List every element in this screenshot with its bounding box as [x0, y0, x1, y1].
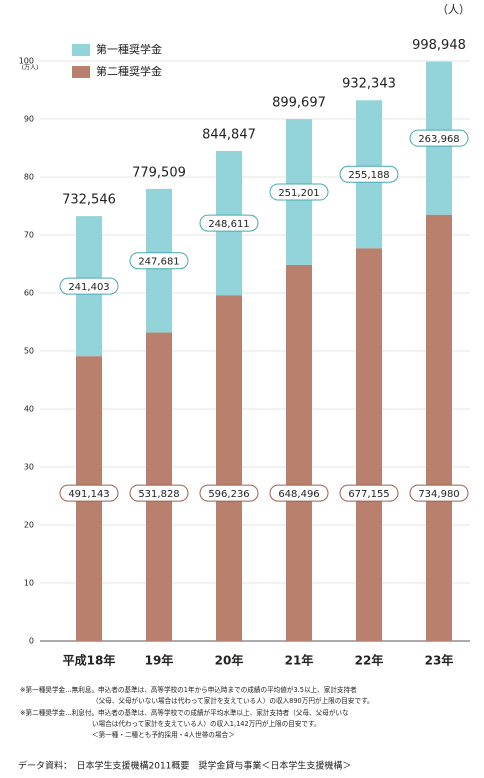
- y-unit-label: (万人): [22, 65, 39, 72]
- note: い場合は代わって家計を支えている人）の収入1,142万円が上限の目安です。: [92, 719, 321, 728]
- data-label: 251,201: [278, 188, 319, 199]
- y-tick-label: 60: [24, 289, 34, 298]
- y-tick-label: 50: [24, 347, 34, 356]
- x-tick-label: 平成18年: [63, 653, 116, 668]
- data-label: 734,980: [418, 489, 459, 500]
- source: データ資料： 日本学生支援機構2011概要 奨学金貸与事業＜日本学生支援機構＞: [18, 760, 351, 772]
- bar-segment: [356, 248, 382, 641]
- data-label-box: [129, 252, 189, 270]
- data-label-box: [409, 484, 469, 502]
- data-label: 248,611: [208, 219, 249, 230]
- data-label-box: [339, 165, 399, 183]
- unit-label: （人）: [437, 3, 470, 16]
- data-label: 241,403: [68, 282, 109, 293]
- data-label-box: [199, 214, 259, 232]
- note: （父母、父母がいない場合は代わって家計を支えている人）の収入890万円が上限の目…: [92, 696, 374, 705]
- data-label: 677,155: [348, 489, 389, 500]
- x-tick-label: 19年: [145, 653, 174, 668]
- bar-segment: [426, 214, 452, 641]
- total-label: 732,546: [62, 193, 116, 208]
- y-tick-label: 100: [19, 57, 34, 66]
- legend-label: 第二種奨学金: [96, 64, 162, 78]
- data-label: 648,496: [278, 489, 319, 500]
- total-label: 899,697: [272, 96, 326, 111]
- data-label-box: [269, 183, 329, 201]
- y-tick-label: 30: [24, 463, 34, 472]
- total-label: 844,847: [202, 127, 256, 142]
- bar-segment: [286, 264, 312, 641]
- y-tick-label: 20: [24, 521, 34, 530]
- note: ※第二種奨学金…利息付。申込者の基準は、高等学校での成績が平均水準以上、家計支持…: [20, 708, 349, 717]
- data-label-box: [269, 484, 329, 502]
- data-label-box: [339, 484, 399, 502]
- y-tick-label: 10: [24, 579, 34, 588]
- data-label-box: [129, 484, 189, 502]
- bar-segment: [216, 295, 242, 641]
- y-tick-label: 40: [24, 405, 34, 414]
- data-label-box: [199, 484, 259, 502]
- x-tick-label: 23年: [425, 653, 454, 668]
- data-label: 491,143: [68, 489, 109, 500]
- total-label: 779,509: [132, 165, 186, 180]
- data-label: 263,968: [418, 134, 459, 145]
- data-label-box: [409, 129, 469, 147]
- data-label: 247,681: [138, 257, 179, 268]
- total-label: 998,948: [412, 38, 466, 53]
- x-tick-label: 21年: [285, 653, 314, 668]
- y-tick-label: 0: [29, 637, 34, 646]
- legend-swatch: [72, 66, 90, 78]
- x-tick-label: 20年: [215, 653, 244, 668]
- y-tick-label: 90: [24, 115, 34, 124]
- data-label: 531,828: [138, 489, 179, 500]
- data-label-box: [59, 277, 119, 295]
- data-label: 255,188: [348, 170, 389, 181]
- legend-swatch: [72, 44, 90, 56]
- x-tick-label: 22年: [355, 653, 384, 668]
- total-label: 932,343: [342, 77, 396, 92]
- note: ＜第一種・二種とも予約採用・4人世帯の場合＞: [92, 730, 235, 739]
- legend-label: 第一種奨学金: [96, 42, 162, 56]
- data-label: 596,236: [208, 489, 249, 500]
- y-tick-label: 70: [24, 231, 34, 240]
- note: ※第一種奨学金…無利息。申込者の基準は、高等学校の1年から申込時までの成績の平均…: [20, 685, 357, 694]
- y-tick-label: 80: [24, 173, 34, 182]
- data-label-box: [59, 484, 119, 502]
